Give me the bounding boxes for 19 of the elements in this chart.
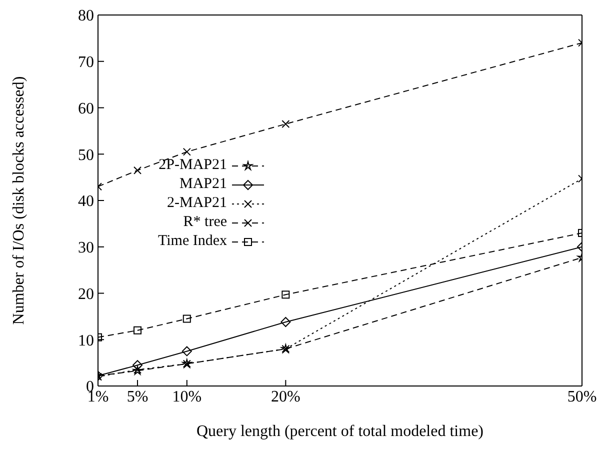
x-tick-label: 50% [567, 388, 597, 406]
y-tick-label: 30 [78, 240, 94, 257]
x-tick-label: 10% [172, 388, 202, 406]
y-tick-label: 80 [78, 8, 94, 25]
y-tick-label: 70 [78, 54, 94, 72]
legend-label: 2-MAP21 [167, 195, 228, 212]
legend-label: Time Index [158, 233, 228, 250]
x-axis-title: Query length (percent of total modeled time) [196, 423, 484, 440]
y-axis-title: Number of I/Os (disk blocks accessed) [10, 76, 28, 325]
x-tick-label: 20% [271, 388, 300, 406]
y-tick-label: 50 [78, 146, 94, 164]
y-tick-label: 40 [78, 193, 94, 210]
legend-label: R* tree [183, 214, 228, 231]
x-tick-label: 5% [126, 388, 148, 406]
legend-label: 2P-MAP21 [158, 157, 228, 174]
y-tick-label: 10 [78, 332, 94, 350]
y-tick-label: 60 [78, 100, 94, 118]
y-tick-label: 20 [78, 286, 94, 303]
legend-label: MAP21 [180, 176, 228, 193]
